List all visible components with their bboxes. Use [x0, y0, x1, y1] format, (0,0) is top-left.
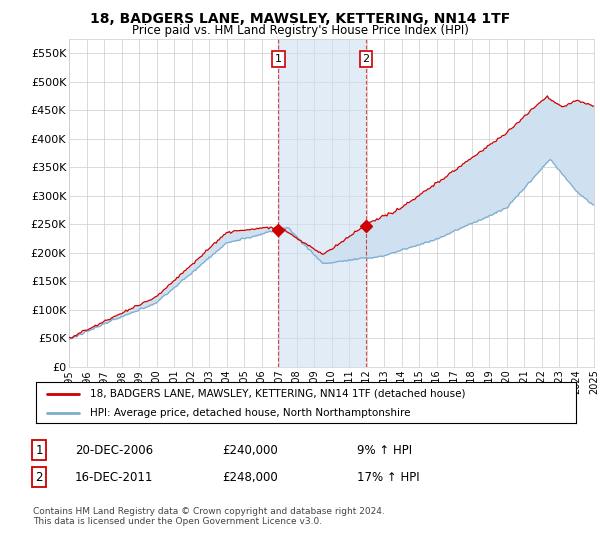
Text: HPI: Average price, detached house, North Northamptonshire: HPI: Average price, detached house, Nort… — [90, 408, 410, 418]
Text: 2: 2 — [362, 54, 370, 64]
Text: 1: 1 — [35, 444, 43, 457]
Text: £240,000: £240,000 — [222, 444, 278, 457]
Text: £248,000: £248,000 — [222, 470, 278, 484]
Text: 16-DEC-2011: 16-DEC-2011 — [75, 470, 154, 484]
Text: 18, BADGERS LANE, MAWSLEY, KETTERING, NN14 1TF (detached house): 18, BADGERS LANE, MAWSLEY, KETTERING, NN… — [90, 389, 466, 399]
Text: Price paid vs. HM Land Registry's House Price Index (HPI): Price paid vs. HM Land Registry's House … — [131, 24, 469, 37]
Text: 18, BADGERS LANE, MAWSLEY, KETTERING, NN14 1TF: 18, BADGERS LANE, MAWSLEY, KETTERING, NN… — [90, 12, 510, 26]
Text: 1: 1 — [275, 54, 282, 64]
Text: 20-DEC-2006: 20-DEC-2006 — [75, 444, 153, 457]
Bar — [278, 39, 366, 367]
Text: 9% ↑ HPI: 9% ↑ HPI — [357, 444, 412, 457]
Text: 17% ↑ HPI: 17% ↑ HPI — [357, 470, 419, 484]
Text: Contains HM Land Registry data © Crown copyright and database right 2024.
This d: Contains HM Land Registry data © Crown c… — [33, 507, 385, 526]
Text: 2: 2 — [35, 470, 43, 484]
